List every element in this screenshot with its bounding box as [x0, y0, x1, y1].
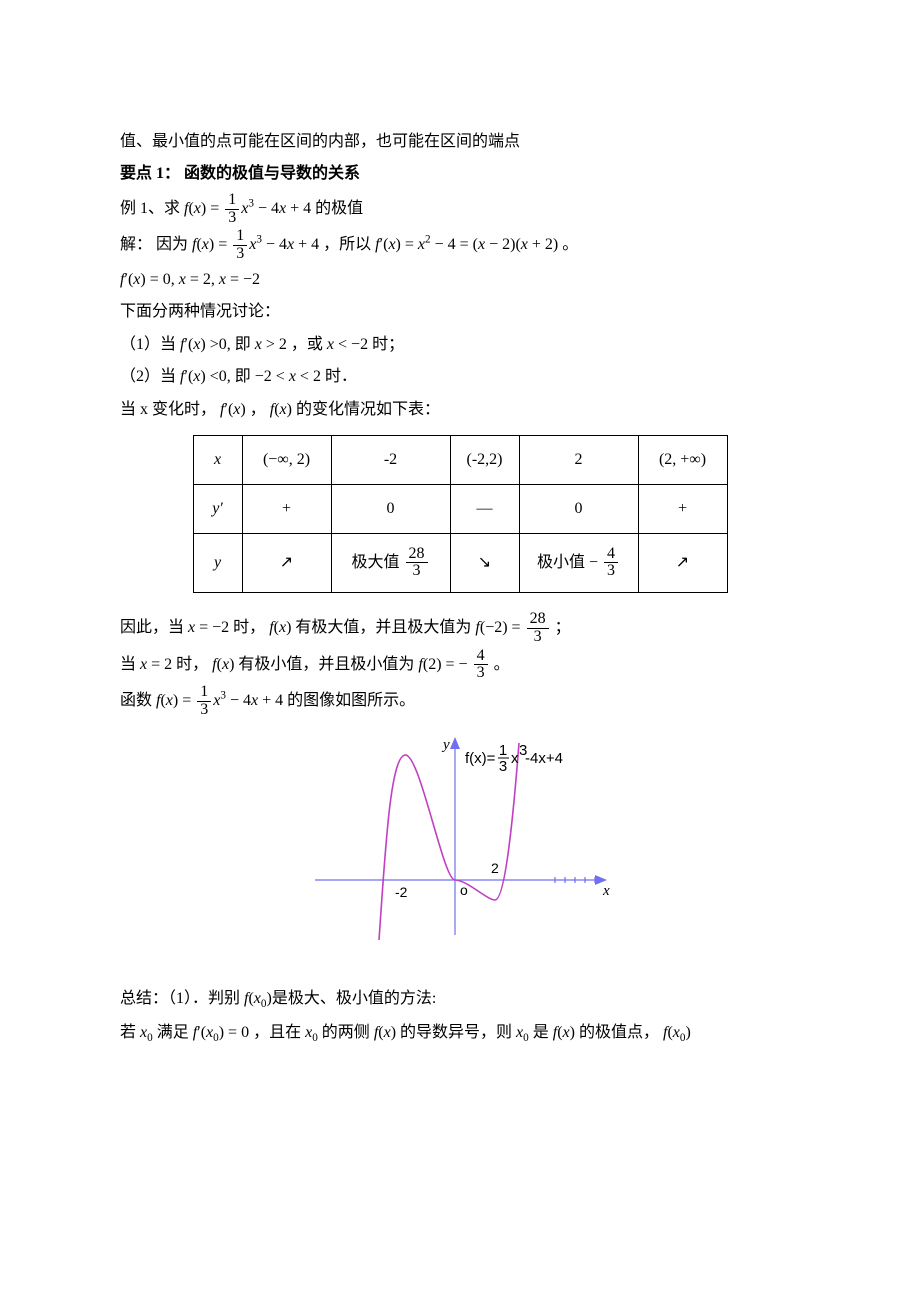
summary-2: 若 x0 满足 f′(x0) = 0 ，且在 x0 的两侧 f(x) 的导数异号…: [120, 1018, 800, 1049]
flabel-den: 3: [499, 758, 507, 775]
th-neg2: -2: [331, 435, 450, 484]
conclusion-1: 因此，当 x = −2 时， f(x) 有极大值，并且极大值为 f(−2) = …: [120, 611, 800, 646]
s2c: ，且在: [253, 1024, 305, 1041]
c2a: 当: [120, 655, 140, 672]
sign-table: x (−∞, 2) -2 (-2,2) 2 (2, +∞) y′ + 0 — 0…: [193, 435, 728, 593]
max-num: 28: [406, 546, 428, 563]
max-den: 3: [406, 562, 428, 580]
c1a: 因此，当: [120, 619, 188, 636]
ex1-func: f: [184, 200, 188, 217]
s2d: 的两侧: [322, 1024, 374, 1041]
neg2-label: -2: [395, 884, 408, 900]
y-5: ↗: [638, 533, 727, 592]
y-label: y: [441, 737, 450, 753]
x-label: x: [602, 883, 610, 899]
th-interval-3: (2, +∞): [638, 435, 727, 484]
ex1-prefix: 例 1、求: [120, 200, 184, 217]
case1-c: ，或: [291, 336, 327, 353]
c2d: 。: [494, 655, 510, 672]
min-label: 极小值: [537, 554, 585, 571]
pos2-label: 2: [491, 860, 499, 876]
flabel-a: f(x)=: [465, 750, 496, 767]
example-1: 例 1、求 f(x) = 13x3 − 4x + 4 的极值: [120, 192, 800, 227]
c1c: 有极大值，并且极大值为: [295, 619, 475, 636]
continuation-line: 值、最小值的点可能在区间的内部，也可能在区间的端点: [120, 127, 800, 157]
yp-2: 0: [331, 484, 450, 533]
table-intro: 当 x 变化时， f′(x) ， f(x) 的变化情况如下表：: [120, 395, 800, 425]
summary-1: 总结：（1）．判别 f(x0)是极大、极小值的方法:: [120, 984, 800, 1015]
case1-d: 时；: [372, 336, 404, 353]
discuss: 下面分两种情况讨论：: [120, 297, 800, 327]
sol-mid: ，所以: [323, 236, 375, 253]
s2g: 的极值点，: [579, 1024, 663, 1041]
y-max: 极大值 283: [331, 533, 450, 592]
case1-a: （1）当: [120, 336, 180, 353]
y-3: ↘: [450, 533, 519, 592]
case1-b: >0, 即: [210, 336, 255, 353]
solution-line-1: 解： 因为 f(x) = 13x3 − 4x + 4 ，所以 f′(x) = x…: [120, 228, 800, 263]
min-num: 4: [604, 546, 618, 563]
c1b: 时，: [233, 619, 269, 636]
y-label: y: [214, 554, 221, 571]
frac-1-3b: 13: [233, 228, 247, 263]
case2-a: （2）当: [120, 368, 180, 385]
yp-label: y′: [212, 500, 223, 517]
s2f: 是: [533, 1024, 553, 1041]
origin-label: o: [460, 882, 468, 898]
yp-3: —: [450, 484, 519, 533]
min-den: 3: [604, 562, 618, 580]
yp-1: +: [242, 484, 331, 533]
table-intro-b: ，: [250, 401, 270, 418]
y-axis-arrow: [450, 737, 460, 749]
sol-end: 。: [562, 236, 578, 253]
max-label: 极大值: [351, 554, 399, 571]
sol-prefix: 解： 因为: [120, 236, 192, 253]
sum1a: 总结：（1）．判别: [120, 990, 244, 1007]
flabel-num: 1: [499, 742, 507, 759]
yp-4: 0: [519, 484, 638, 533]
graph-intro: 函数 f(x) = 13x3 − 4x + 4 的图像如图所示。: [120, 684, 800, 719]
page: 值、最小值的点可能在区间的内部，也可能在区间的端点 要点 1： 函数的极值与导数…: [0, 0, 920, 1302]
gi-a: 函数: [120, 692, 156, 709]
function-graph: y x o -2 2 f(x)= 1 3 x 3 -4x+4: [295, 725, 625, 955]
s2e: 的导数异号，则: [400, 1024, 516, 1041]
s2b: 满足: [157, 1024, 193, 1041]
table-row-header: x (−∞, 2) -2 (-2,2) 2 (2, +∞): [193, 435, 727, 484]
c2b: 时，: [176, 655, 212, 672]
flabel-x: x: [511, 750, 519, 767]
th-interval-1: (−∞, 2): [242, 435, 331, 484]
ex1-suffix: 的极值: [315, 200, 363, 217]
gi-b: 的图像如图所示。: [287, 692, 415, 709]
yp-5: +: [638, 484, 727, 533]
s2a: 若: [120, 1024, 140, 1041]
section-heading: 要点 1： 函数的极值与导数的关系: [120, 159, 800, 189]
y-min: 极小值 − 43: [519, 533, 638, 592]
graph-wrap: y x o -2 2 f(x)= 1 3 x 3 -4x+4: [120, 725, 800, 966]
c1d: ；: [555, 619, 571, 636]
y-1: ↗: [242, 533, 331, 592]
case-1: （1）当 f′(x) >0, 即 x > 2 ，或 x < −2 时；: [120, 330, 800, 360]
case-2: （2）当 f′(x) <0, 即 −2 < x < 2 时．: [120, 362, 800, 392]
case2-c: 时．: [325, 368, 357, 385]
table-intro-c: 的变化情况如下表：: [296, 401, 440, 418]
table-row-yp: y′ + 0 — 0 +: [193, 484, 727, 533]
table-intro-a: 当 x 变化时，: [120, 401, 220, 418]
th-x: x: [214, 451, 221, 468]
deriv-zero: f′(x) = 0, x = 2, x = −2: [120, 265, 800, 295]
c2c: 有极小值，并且极小值为: [238, 655, 418, 672]
th-interval-2: (-2,2): [450, 435, 519, 484]
th-2: 2: [519, 435, 638, 484]
flabel-c: -4x+4: [525, 750, 563, 767]
frac-1-3: 13: [225, 192, 239, 227]
case2-b: <0, 即: [210, 368, 255, 385]
min-sign: −: [589, 554, 598, 571]
table-row-y: y ↗ 极大值 283 ↘ 极小值 − 43 ↗: [193, 533, 727, 592]
conclusion-2: 当 x = 2 时， f(x) 有极小值，并且极小值为 f(2) = − 43 …: [120, 648, 800, 683]
function-label: f(x)= 1 3 x 3 -4x+4: [465, 742, 563, 775]
sum1b: 是极大、极小值的方法:: [272, 990, 436, 1007]
